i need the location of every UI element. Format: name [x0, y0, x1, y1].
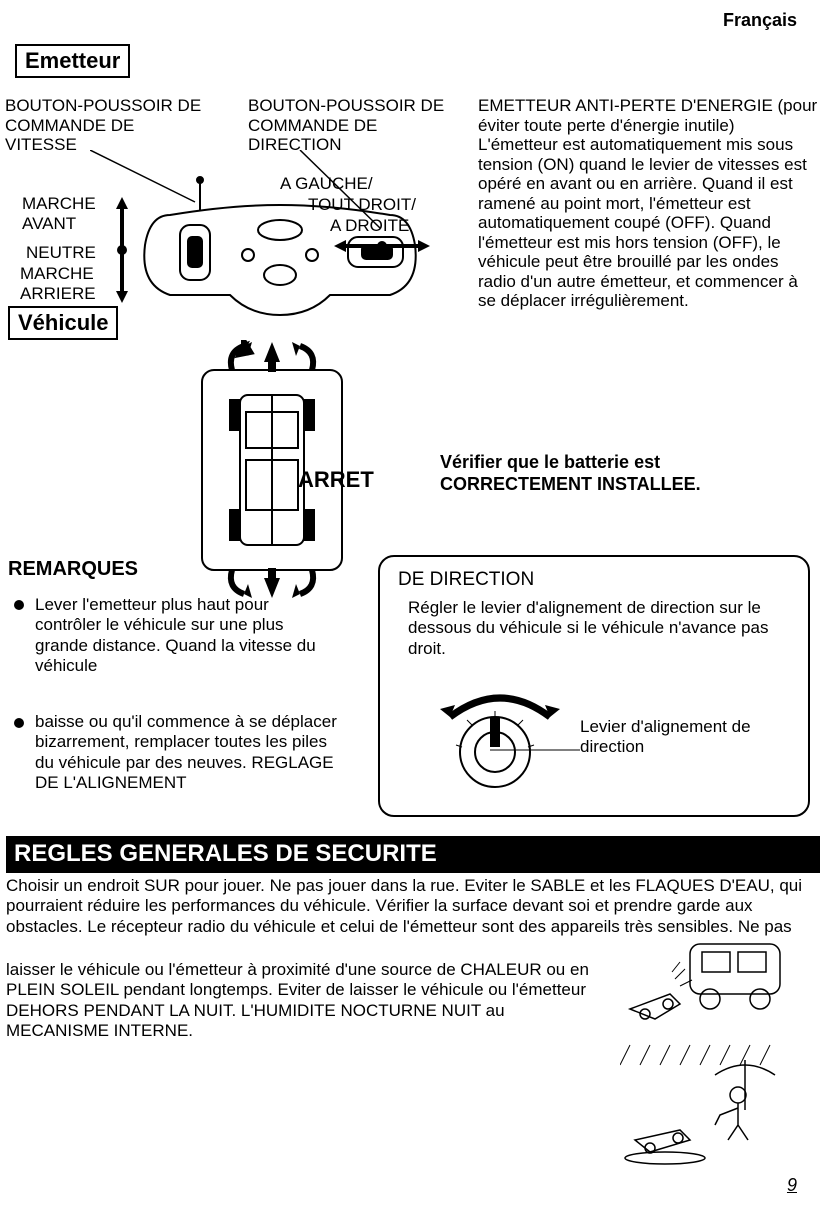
- direction-adjustment-box: DE DIRECTION Régler le levier d'aligneme…: [378, 555, 810, 817]
- text: MARCHE AVANT: [22, 194, 112, 233]
- antiperte-paragraph: EMETTEUR ANTI-PERTE D'ENERGIE (pour évit…: [478, 96, 818, 311]
- levier-alignment-label: Levier d'alignement de direction: [580, 717, 780, 758]
- marche-arriere-label: MARCHE ARRIERE: [20, 264, 110, 303]
- direction-title: DE DIRECTION: [398, 569, 790, 592]
- direction-button-label: BOUTON-POUSSOIR DE COMMANDE DE DIRECTION: [248, 96, 448, 155]
- tout-droit-label: TOUT DROIT/: [308, 195, 416, 215]
- bullet-dot: [14, 718, 24, 728]
- text: MARCHE ARRIERE: [20, 264, 110, 303]
- safety-rules-header: REGLES GENERALES DE SECURITE: [6, 836, 820, 873]
- direction-body: Régler le levier d'alignement de directi…: [408, 598, 790, 659]
- page-number: 9: [787, 1175, 797, 1197]
- emetteur-header: Emetteur: [15, 44, 130, 78]
- neutre-label: NEUTRE: [26, 243, 96, 263]
- remarques-header: REMARQUES: [8, 557, 138, 581]
- bullet-dot: [14, 600, 24, 610]
- adroite-label: A DROITE: [330, 216, 409, 236]
- remarque-item-1: Lever l'emetteur plus haut pour contrôle…: [35, 595, 335, 677]
- vehicule-header: Véhicule: [8, 306, 118, 340]
- safety-body-rest: laisser le véhicule ou l'émetteur à prox…: [6, 960, 606, 1042]
- gauche-label: A GAUCHE/: [280, 174, 373, 194]
- language-header: Français: [723, 10, 797, 32]
- direction-arrow-icon: [332, 236, 432, 256]
- rain-illustration: [620, 1040, 800, 1170]
- verify-battery-text: Vérifier que le batterie est CORRECTEMEN…: [440, 452, 770, 495]
- car-crash-illustration: [620, 924, 800, 1034]
- arret-label: ARRET: [298, 467, 374, 493]
- speed-button-label: BOUTON-POUSSOIR DE COMMANDE DE VITESSE: [5, 96, 205, 155]
- marche-avant-label: MARCHE AVANT: [22, 194, 112, 233]
- remarque-item-2: baisse ou qu'il commence à se déplacer b…: [35, 712, 345, 794]
- leader-line: [490, 745, 580, 765]
- speed-arrow-icon: [112, 195, 132, 305]
